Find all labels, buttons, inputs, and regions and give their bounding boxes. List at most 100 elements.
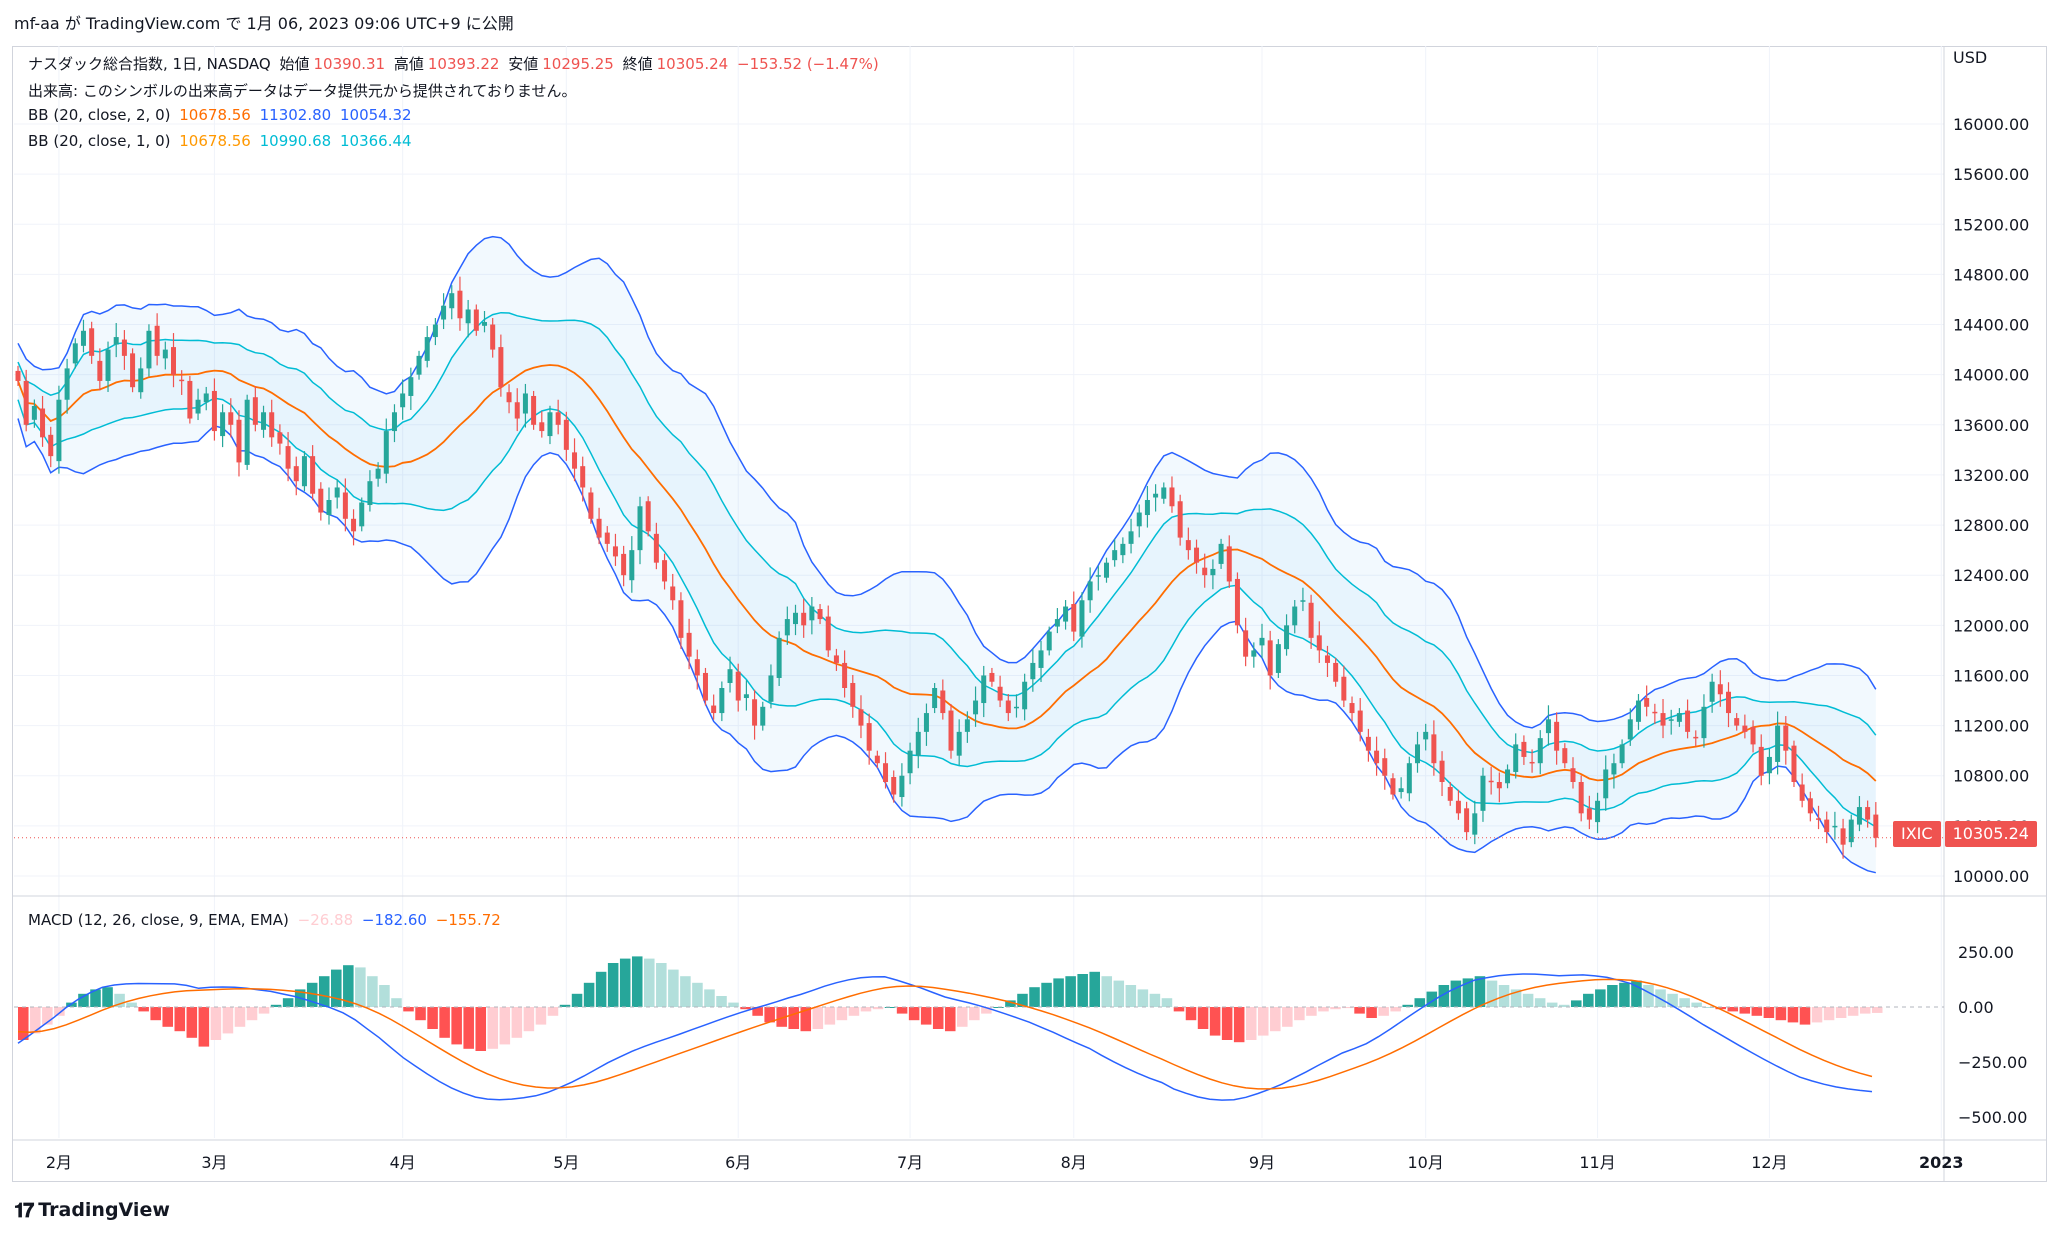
candle-body xyxy=(662,560,668,582)
macd-hist-bar xyxy=(1546,1002,1558,1007)
candle-body xyxy=(1234,578,1240,626)
candle-body xyxy=(1709,681,1715,702)
macd-hist-bar xyxy=(1799,1007,1811,1025)
macd-hist-bar xyxy=(1619,982,1630,1007)
candle-body xyxy=(555,412,561,425)
macd-hist-bar xyxy=(1811,1007,1823,1023)
currency-label: USD xyxy=(1953,48,1987,67)
macd-hist-bar xyxy=(90,989,101,1007)
macd-hist-bar xyxy=(1739,1007,1751,1014)
candle-body xyxy=(1464,808,1470,833)
candle-body xyxy=(383,431,389,474)
macd-hist-bar xyxy=(776,1007,787,1027)
symbol-legend: ナスダック総合指数, 1日, NASDAQ 始値 10390.31 高値 10393… xyxy=(28,53,883,74)
macd-hist-bar xyxy=(138,1007,149,1012)
macd-line-value: −182.60 xyxy=(361,911,427,929)
candle-body xyxy=(1038,650,1044,668)
candle-body xyxy=(1472,813,1478,835)
candle-body xyxy=(162,349,168,359)
macd-hist-bar xyxy=(957,1007,968,1027)
candle-body xyxy=(228,412,234,425)
macd-hist-bar xyxy=(1570,1000,1582,1007)
candle-body xyxy=(1726,691,1731,714)
candle-body xyxy=(572,452,578,469)
candle-body xyxy=(1324,655,1330,663)
candle-body xyxy=(1545,719,1551,734)
macd-hist-bar xyxy=(1137,989,1149,1007)
macd-hist-bar xyxy=(1005,1000,1016,1007)
candle-body xyxy=(1095,575,1101,577)
macd-hist-bar xyxy=(1595,989,1606,1007)
candle-body xyxy=(1079,600,1085,637)
bb1-basis: 10678.56 xyxy=(179,106,251,124)
candle-body xyxy=(1022,681,1028,710)
macd-hist-bar xyxy=(1691,1002,1702,1007)
candle-body xyxy=(457,290,463,319)
bb2-lower: 10366.44 xyxy=(339,132,412,150)
macd-hist-bar xyxy=(343,965,354,1007)
macd-hist-bar xyxy=(619,958,631,1007)
macd-tick-label: 0.00 xyxy=(1958,998,1994,1017)
footer-brand[interactable]: 𝟏𝟕 TradingView xyxy=(14,1198,170,1222)
candle-body xyxy=(817,609,823,620)
candle-body xyxy=(752,699,758,726)
macd-hist-bar xyxy=(692,982,703,1007)
macd-hist-bar xyxy=(511,1007,523,1038)
month-tick-label: 10月 xyxy=(1407,1153,1443,1172)
bb-upper-1sd xyxy=(17,311,1877,754)
candle-body xyxy=(465,309,471,324)
candle-body xyxy=(171,347,176,375)
candle-body xyxy=(15,370,21,381)
candle-body xyxy=(1431,734,1437,764)
candle-body xyxy=(522,393,528,414)
candle-body xyxy=(1570,768,1576,782)
price-tag-symbol: IXIC xyxy=(1893,821,1941,847)
candle-body xyxy=(1734,718,1740,726)
candle-body xyxy=(1635,700,1641,722)
macd-hist-bar xyxy=(595,971,607,1007)
macd-hist-bar xyxy=(559,1004,571,1007)
macd-hist-bar xyxy=(752,1007,763,1016)
candle-body xyxy=(1873,814,1879,838)
candle-body xyxy=(596,518,602,538)
candle-body xyxy=(1259,637,1265,646)
candle-body xyxy=(1415,744,1420,764)
candle-body xyxy=(793,612,798,625)
macd-hist-bar xyxy=(1847,1007,1859,1016)
macd-hist-bar xyxy=(1125,985,1137,1007)
macd-hist-bar xyxy=(740,1007,751,1010)
candle-body xyxy=(1275,644,1281,673)
candle-body xyxy=(1120,543,1126,556)
candle-body xyxy=(1251,650,1257,657)
candle-body xyxy=(1087,581,1093,601)
macd-hist-bar xyxy=(571,993,583,1007)
candle-body xyxy=(1791,745,1797,782)
macd-hist-bar xyxy=(246,1007,258,1021)
candle-body xyxy=(1766,756,1772,774)
candle-body xyxy=(113,337,119,345)
candle-body xyxy=(1775,725,1781,762)
bb1-legend[interactable]: BB (20, close, 2, 0) 10678.56 11302.80 1… xyxy=(28,106,416,124)
macd-hist-bar xyxy=(355,967,366,1007)
candle-body xyxy=(416,355,422,375)
candle-body xyxy=(482,322,487,326)
macd-hist-bar xyxy=(210,1007,222,1040)
bb1-lower: 10054.32 xyxy=(339,106,412,124)
candle-body xyxy=(1578,782,1584,814)
candle-body xyxy=(1284,625,1290,650)
candle-body xyxy=(130,353,136,388)
macd-legend[interactable]: MACD (12, 26, close, 9, EMA, EMA) −26.88… xyxy=(28,911,505,929)
candle-body xyxy=(776,637,782,678)
candle-body xyxy=(1562,748,1568,764)
macd-hist-bar xyxy=(1149,993,1161,1007)
bb2-legend[interactable]: BB (20, close, 1, 0) 10678.56 10990.68 1… xyxy=(28,132,416,150)
macd-hist-bar xyxy=(258,1007,270,1014)
macd-hist-bar xyxy=(427,1007,438,1029)
macd-hist-bar xyxy=(583,982,595,1007)
symbol-line: ナスダック総合指数, 1日, NASDAQ xyxy=(28,55,271,73)
macd-hist-bar xyxy=(1233,1007,1245,1043)
bb-inner-fill xyxy=(18,312,1876,827)
candle-body xyxy=(825,616,831,651)
candle-body xyxy=(1447,787,1453,801)
